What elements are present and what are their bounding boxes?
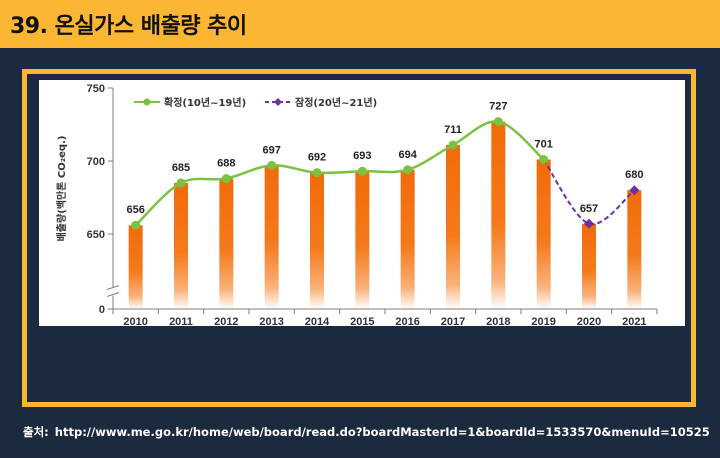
source-label: 출처: bbox=[23, 425, 49, 439]
bar-2012 bbox=[219, 178, 234, 309]
source-line: 출처: http://www.me.go.kr/home/web/board/r… bbox=[23, 424, 710, 440]
chart-frame bbox=[22, 69, 696, 407]
point-2018 bbox=[493, 117, 503, 127]
point-2017 bbox=[448, 140, 458, 150]
y-axis-title: 배출량(백만톤 CO₂eq.) bbox=[55, 136, 68, 242]
data-label-2018: 727 bbox=[489, 101, 507, 113]
chart-svg: 750 700 650 0 2010 2011 2012 2013 2014 2015 2016 20… bbox=[55, 83, 658, 326]
point-2011 bbox=[176, 178, 186, 188]
x-tick-label: 2011 bbox=[169, 316, 193, 326]
bar-2018 bbox=[491, 121, 506, 309]
x-tick-label: 2021 bbox=[622, 316, 646, 326]
axis-break-gap bbox=[107, 287, 119, 296]
axis-break-mark bbox=[106, 285, 120, 290]
x-tick-label: 2018 bbox=[486, 316, 510, 326]
data-label-2016: 694 bbox=[398, 149, 417, 161]
y-tick-label: 0 bbox=[99, 304, 105, 316]
x-tick-label: 2020 bbox=[577, 316, 601, 326]
data-label-2017: 711 bbox=[444, 124, 462, 136]
data-label-2020: 657 bbox=[580, 203, 598, 215]
data-label-2013: 697 bbox=[262, 144, 280, 156]
point-2016 bbox=[403, 165, 413, 175]
page-title: 39. 온실가스 배출량 추이 bbox=[10, 14, 247, 39]
bar-2013 bbox=[264, 165, 279, 309]
data-label-2012: 688 bbox=[217, 158, 235, 170]
y-tick-label: 750 bbox=[87, 83, 105, 95]
point-2014 bbox=[312, 168, 322, 178]
data-label-2010: 656 bbox=[126, 204, 144, 216]
chart-panel: 750 700 650 0 2010 2011 2012 2013 2014 2015 2016 20… bbox=[39, 80, 685, 326]
bar-2011 bbox=[174, 182, 188, 309]
x-tick-label: 2013 bbox=[259, 316, 283, 326]
legend-label-1: 확정(10년~19년) bbox=[164, 96, 246, 109]
data-label-2015: 693 bbox=[353, 150, 371, 162]
series-line-1 bbox=[134, 120, 545, 227]
y-tick-label: 650 bbox=[87, 229, 105, 241]
bar-2016 bbox=[400, 169, 415, 309]
legend-marker-1 bbox=[143, 98, 151, 106]
x-tick-label: 2016 bbox=[395, 316, 419, 326]
bar-2014 bbox=[310, 172, 324, 309]
point-2021 bbox=[629, 185, 640, 196]
bar-2020 bbox=[582, 223, 596, 309]
data-label-2019: 701 bbox=[534, 139, 552, 151]
point-2015 bbox=[357, 166, 367, 176]
data-label-2021: 680 bbox=[625, 169, 643, 181]
source-url[interactable]: http://www.me.go.kr/home/web/board/read.… bbox=[54, 425, 710, 439]
x-tick-label: 2012 bbox=[214, 316, 238, 326]
axis-break-mark bbox=[106, 292, 120, 297]
bar-2019 bbox=[536, 159, 551, 309]
y-tick-label: 700 bbox=[87, 156, 105, 168]
data-label-2014: 692 bbox=[308, 152, 326, 164]
bar-2010 bbox=[128, 225, 143, 309]
bar-2021 bbox=[627, 190, 642, 309]
point-2013 bbox=[267, 160, 277, 170]
bar-2017 bbox=[446, 144, 460, 309]
title-bar: 39. 온실가스 배출량 추이 bbox=[0, 0, 720, 48]
point-2012 bbox=[221, 174, 231, 184]
point-2020 bbox=[584, 218, 594, 229]
x-tick-label: 2015 bbox=[350, 316, 374, 326]
data-label-2011: 685 bbox=[172, 162, 190, 174]
x-tick-label: 2010 bbox=[123, 316, 147, 326]
legend-label-2: 잠정(20년~21년) bbox=[295, 96, 377, 109]
series-line-2 bbox=[542, 158, 635, 226]
point-2010 bbox=[131, 220, 141, 230]
x-tick-label: 2017 bbox=[441, 316, 465, 326]
x-tick-label: 2019 bbox=[531, 316, 555, 326]
legend-marker-2 bbox=[274, 98, 282, 106]
x-tick-label: 2014 bbox=[305, 316, 330, 326]
bar-2015 bbox=[355, 171, 370, 309]
point-2019 bbox=[539, 155, 549, 165]
